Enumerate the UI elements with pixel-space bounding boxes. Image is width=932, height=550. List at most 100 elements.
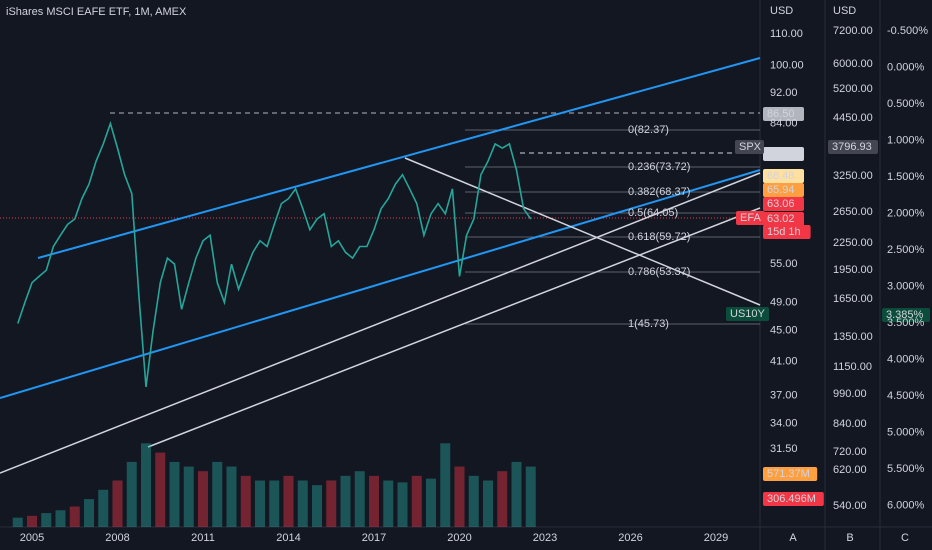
- price-tag-label: 63.06: [767, 198, 795, 210]
- fib-label: 0.236(73.72): [628, 161, 690, 173]
- yield-tag-label: 3.385%: [886, 309, 924, 321]
- spx-tick-label: 2650.00: [833, 206, 873, 218]
- spx-tick-label: 4450.00: [833, 112, 873, 124]
- volume-bar: [483, 480, 493, 527]
- volume-bar: [297, 480, 308, 527]
- scale-button[interactable]: B: [846, 532, 853, 544]
- scale-button[interactable]: A: [789, 532, 797, 544]
- trend-line: [404, 157, 761, 306]
- price-tag-label: 571.37M: [767, 468, 810, 480]
- price-tag: [763, 183, 804, 197]
- time-tick-label: 2026: [618, 532, 642, 544]
- price-tick-label: 45.00: [770, 325, 798, 337]
- symbol-label: SPX: [739, 141, 762, 153]
- volume-bar: [468, 475, 479, 527]
- volume-bar: [41, 513, 52, 527]
- volume-bar: [169, 461, 180, 527]
- spx-tick-label: 5200.00: [833, 83, 873, 95]
- time-tick-label: 2017: [362, 532, 386, 544]
- price-tag-label: 76.68: [767, 148, 795, 160]
- spx-tick-label: 6000.00: [833, 58, 873, 70]
- spx-tick-label: 1350.00: [833, 331, 873, 343]
- volume-bar: [155, 452, 166, 527]
- time-tick-label: 2005: [20, 532, 44, 544]
- volume-bar: [312, 485, 322, 527]
- yield-tick-label: 3.000%: [887, 280, 925, 292]
- price-tag-label: 86.50: [767, 108, 795, 120]
- yield-tick-label: 1.500%: [887, 171, 925, 183]
- volume-bar: [497, 471, 508, 527]
- volume-bar: [255, 480, 265, 527]
- price-tick-label: 31.50: [770, 443, 798, 455]
- yield-tick-label: 5.000%: [887, 426, 925, 438]
- price-tick-label: 55.00: [770, 258, 798, 270]
- fib-label: 0.5(64.05): [628, 207, 678, 219]
- spx-tick-label: 3250.00: [833, 170, 873, 182]
- volume-bar: [198, 471, 208, 527]
- volume-bar: [183, 466, 194, 527]
- volume-bar: [511, 461, 522, 527]
- symbol-label-bg: [736, 211, 765, 225]
- price-tick-label: 49.00: [770, 296, 798, 308]
- yield-tick-label: -0.500%: [887, 25, 928, 37]
- yield-tag: [882, 308, 930, 322]
- channel-lower: [0, 169, 761, 399]
- price-tag: [763, 169, 804, 183]
- volume-bar: [84, 499, 94, 527]
- time-tick-label: 2011: [191, 532, 215, 544]
- price-tick-label: 92.00: [770, 87, 798, 99]
- yield-tick-label: 4.500%: [887, 390, 925, 402]
- trend-line: [0, 172, 761, 474]
- chart-title: iShares MSCI EAFE ETF, 1M, AMEX: [6, 6, 187, 18]
- symbol-label-bg: [726, 307, 769, 321]
- price-tag: [763, 467, 818, 481]
- yield-tick-label: 0.500%: [887, 98, 925, 110]
- volume-bar: [141, 443, 151, 527]
- spx-tick-label: 540.00: [833, 500, 867, 512]
- volume-bar: [126, 461, 137, 527]
- volume-bar: [440, 443, 451, 527]
- price-tag: [763, 492, 824, 506]
- spx-tick-label: 2250.00: [833, 237, 873, 249]
- spx-tick-label: 1650.00: [833, 293, 873, 305]
- spx-tag: [828, 140, 878, 154]
- fib-label: 0(82.37): [628, 124, 669, 136]
- price-tag-label: 68.48: [767, 170, 795, 182]
- yield-tick-label: 1.000%: [887, 134, 925, 146]
- trend-line: [147, 207, 761, 448]
- yield-tick-label: 5.500%: [887, 463, 925, 475]
- spx-tick-label: 840.00: [833, 418, 867, 430]
- spx-tick-label: 620.00: [833, 464, 867, 476]
- yield-tick-label: 4.000%: [887, 353, 925, 365]
- price-tick-label: 41.00: [770, 356, 798, 368]
- fib-label: 0.786(53.37): [628, 266, 690, 278]
- channel-upper: [37, 57, 761, 259]
- price-tag-label: 15d 1h: [767, 226, 801, 238]
- price-tick-label: 110.00: [770, 28, 803, 40]
- price-tag: [763, 225, 811, 239]
- volume-bar: [226, 466, 237, 527]
- fib-label: 0.382(68.37): [628, 186, 690, 198]
- time-tick-label: 2014: [276, 532, 300, 544]
- volume-bar: [369, 475, 379, 527]
- volume: [12, 443, 536, 527]
- yield-tick-label: 0.000%: [887, 61, 925, 73]
- volume-bar: [326, 480, 337, 527]
- volume-bar: [454, 466, 465, 527]
- yield-tick-label: 3.500%: [887, 317, 925, 329]
- spx-tick-label: 720.00: [833, 446, 867, 458]
- price-tick-label: 34.00: [770, 418, 798, 430]
- time-tick-label: 2029: [704, 532, 728, 544]
- price-tag: [763, 212, 804, 226]
- symbol-label: US10Y: [730, 308, 766, 320]
- volume-bar: [98, 489, 109, 527]
- price-tick-label: 37.00: [770, 390, 798, 402]
- price-tag: [763, 147, 804, 161]
- symbol-label-bg: [735, 140, 764, 154]
- volume-bar: [426, 478, 436, 527]
- price-tick-label: 84.00: [770, 117, 798, 129]
- price-tag-label: 63.02: [767, 213, 795, 225]
- scale-button[interactable]: C: [901, 532, 909, 544]
- volume-bar: [411, 475, 422, 527]
